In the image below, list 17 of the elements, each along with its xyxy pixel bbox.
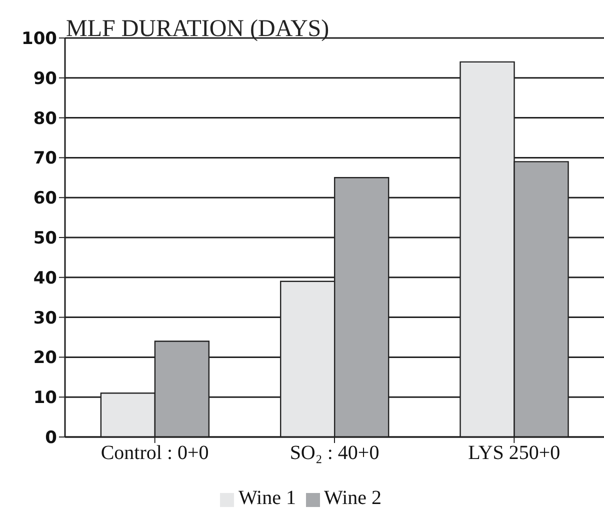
y-tick-label: 10 [33,388,58,408]
y-tick-label: 60 [33,188,58,209]
x-tick-label: SO₂ : 40+0 [290,442,380,464]
y-tick-label: 50 [33,228,58,249]
legend-label: Wine 1 [238,487,296,509]
y-tick-label: 70 [33,148,58,169]
x-tick-label: Control : 0+0 [100,442,209,464]
y-tick-label: 80 [33,108,58,129]
legend-label: Wine 2 [324,487,382,509]
chart-title: MLF DURATION (DAYS) [66,16,330,43]
y-tick-label: 20 [33,348,58,368]
y-tick-label: 30 [33,308,58,328]
x-tick-label: LYS 250+0 [468,442,560,464]
y-tick-label: 90 [33,68,58,89]
y-tick-label: 40 [33,268,58,288]
y-tick-label: 100 [22,29,58,50]
y-tick-label: 0 [45,428,58,448]
